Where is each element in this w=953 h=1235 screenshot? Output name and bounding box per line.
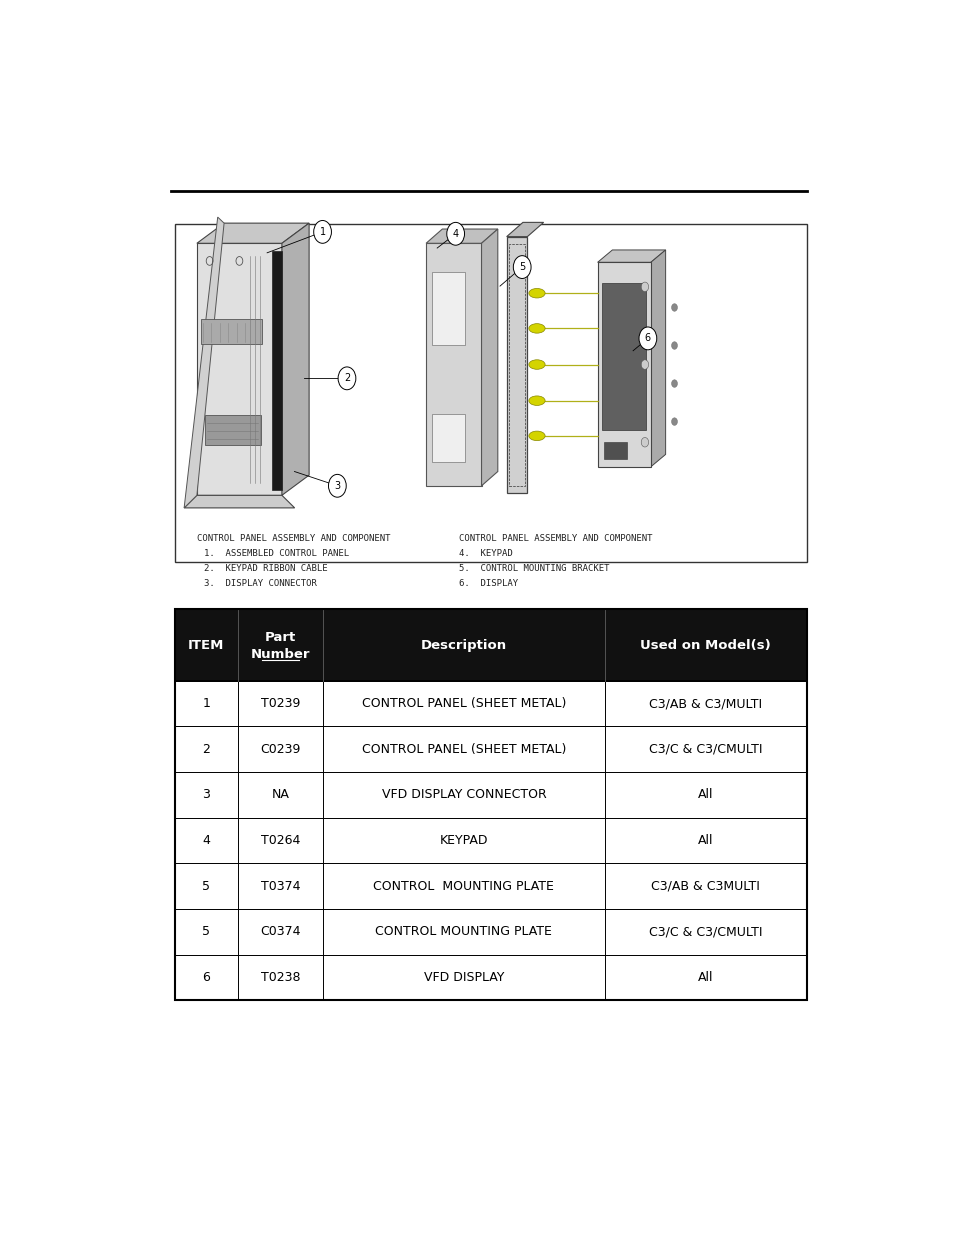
Bar — [174, 680, 806, 726]
Bar — [201, 319, 262, 345]
Bar — [603, 442, 627, 458]
Text: C3/C & C3/CMULTI: C3/C & C3/CMULTI — [648, 742, 761, 756]
Circle shape — [671, 304, 677, 311]
Text: All: All — [698, 971, 713, 984]
Text: All: All — [698, 788, 713, 802]
Text: CONTROL PANEL ASSEMBLY AND COMPONENT: CONTROL PANEL ASSEMBLY AND COMPONENT — [196, 535, 390, 543]
Bar — [272, 251, 282, 490]
Text: ITEM: ITEM — [188, 638, 224, 652]
Polygon shape — [426, 228, 497, 243]
Text: C0374: C0374 — [260, 925, 300, 939]
Polygon shape — [597, 249, 665, 262]
Bar — [174, 863, 806, 909]
Text: Number: Number — [251, 648, 310, 661]
Text: 1.  ASSEMBLED CONTROL PANEL: 1. ASSEMBLED CONTROL PANEL — [204, 550, 349, 558]
Polygon shape — [506, 222, 543, 237]
Bar — [174, 909, 806, 955]
Text: CONTROL  MOUNTING PLATE: CONTROL MOUNTING PLATE — [373, 879, 554, 893]
Bar — [174, 818, 806, 863]
Circle shape — [671, 342, 677, 350]
Circle shape — [337, 367, 355, 390]
Circle shape — [640, 437, 648, 447]
Text: 1: 1 — [319, 227, 325, 237]
Text: 5.  CONTROL MOUNTING BRACKET: 5. CONTROL MOUNTING BRACKET — [459, 563, 609, 573]
Text: C3/AB & C3/MULTI: C3/AB & C3/MULTI — [648, 697, 761, 710]
Circle shape — [328, 474, 346, 498]
Polygon shape — [184, 217, 224, 508]
Polygon shape — [481, 228, 497, 485]
Text: VFD DISPLAY: VFD DISPLAY — [423, 971, 503, 984]
Text: 5: 5 — [518, 262, 525, 272]
Polygon shape — [196, 243, 282, 495]
Text: 3: 3 — [334, 480, 340, 490]
Bar — [174, 772, 806, 818]
Circle shape — [640, 359, 648, 369]
Circle shape — [446, 222, 464, 246]
Text: KEYPAD: KEYPAD — [439, 834, 488, 847]
Text: C3/C & C3/CMULTI: C3/C & C3/CMULTI — [648, 925, 761, 939]
Polygon shape — [184, 495, 294, 508]
Text: 5: 5 — [202, 925, 210, 939]
Text: 6: 6 — [644, 333, 650, 343]
Text: 2: 2 — [343, 373, 350, 383]
Bar — [174, 225, 806, 562]
Bar — [174, 609, 806, 1000]
Circle shape — [671, 379, 677, 388]
Text: 2: 2 — [202, 742, 210, 756]
Bar — [431, 414, 464, 462]
Text: 2.  KEYPAD RIBBON CABLE: 2. KEYPAD RIBBON CABLE — [204, 563, 328, 573]
Bar — [431, 273, 464, 345]
Text: T0264: T0264 — [260, 834, 300, 847]
Bar — [508, 245, 524, 485]
Text: VFD DISPLAY CONNECTOR: VFD DISPLAY CONNECTOR — [381, 788, 546, 802]
Polygon shape — [196, 224, 309, 243]
Polygon shape — [282, 224, 309, 495]
Text: C0239: C0239 — [260, 742, 300, 756]
Text: T0239: T0239 — [260, 697, 300, 710]
Ellipse shape — [528, 431, 544, 441]
Polygon shape — [426, 243, 481, 485]
Text: 3.  DISPLAY CONNECTOR: 3. DISPLAY CONNECTOR — [204, 578, 316, 588]
Ellipse shape — [528, 359, 544, 369]
Text: T0374: T0374 — [260, 879, 300, 893]
Ellipse shape — [528, 324, 544, 333]
Text: CONTROL PANEL (SHEET METAL): CONTROL PANEL (SHEET METAL) — [361, 697, 565, 710]
Text: 4: 4 — [202, 834, 210, 847]
Text: CONTROL MOUNTING PLATE: CONTROL MOUNTING PLATE — [375, 925, 552, 939]
Circle shape — [671, 417, 677, 425]
Ellipse shape — [528, 289, 544, 298]
Text: Description: Description — [420, 638, 506, 652]
Text: 4.  KEYPAD: 4. KEYPAD — [459, 550, 513, 558]
Bar — [597, 262, 650, 467]
Text: C3/AB & C3MULTI: C3/AB & C3MULTI — [651, 879, 760, 893]
Text: 6.  DISPLAY: 6. DISPLAY — [459, 578, 517, 588]
Bar — [174, 609, 806, 680]
Text: 5: 5 — [202, 879, 210, 893]
Text: 4: 4 — [452, 228, 458, 238]
Text: CONTROL PANEL ASSEMBLY AND COMPONENT: CONTROL PANEL ASSEMBLY AND COMPONENT — [459, 535, 652, 543]
Polygon shape — [650, 249, 665, 467]
Bar — [174, 955, 806, 1000]
Bar — [174, 726, 806, 772]
Text: 1: 1 — [202, 697, 210, 710]
Text: 3: 3 — [202, 788, 210, 802]
Text: CONTROL PANEL (SHEET METAL): CONTROL PANEL (SHEET METAL) — [361, 742, 565, 756]
Text: All: All — [698, 834, 713, 847]
Bar — [506, 237, 527, 494]
Text: Used on Model(s): Used on Model(s) — [639, 638, 770, 652]
Circle shape — [640, 282, 648, 291]
Text: Part: Part — [265, 631, 295, 643]
Text: 6: 6 — [202, 971, 210, 984]
Text: T0238: T0238 — [260, 971, 300, 984]
Bar — [601, 283, 646, 430]
Bar — [205, 415, 260, 445]
Circle shape — [314, 221, 331, 243]
Circle shape — [513, 256, 531, 278]
Ellipse shape — [528, 396, 544, 405]
Circle shape — [639, 327, 656, 350]
Text: NA: NA — [272, 788, 289, 802]
